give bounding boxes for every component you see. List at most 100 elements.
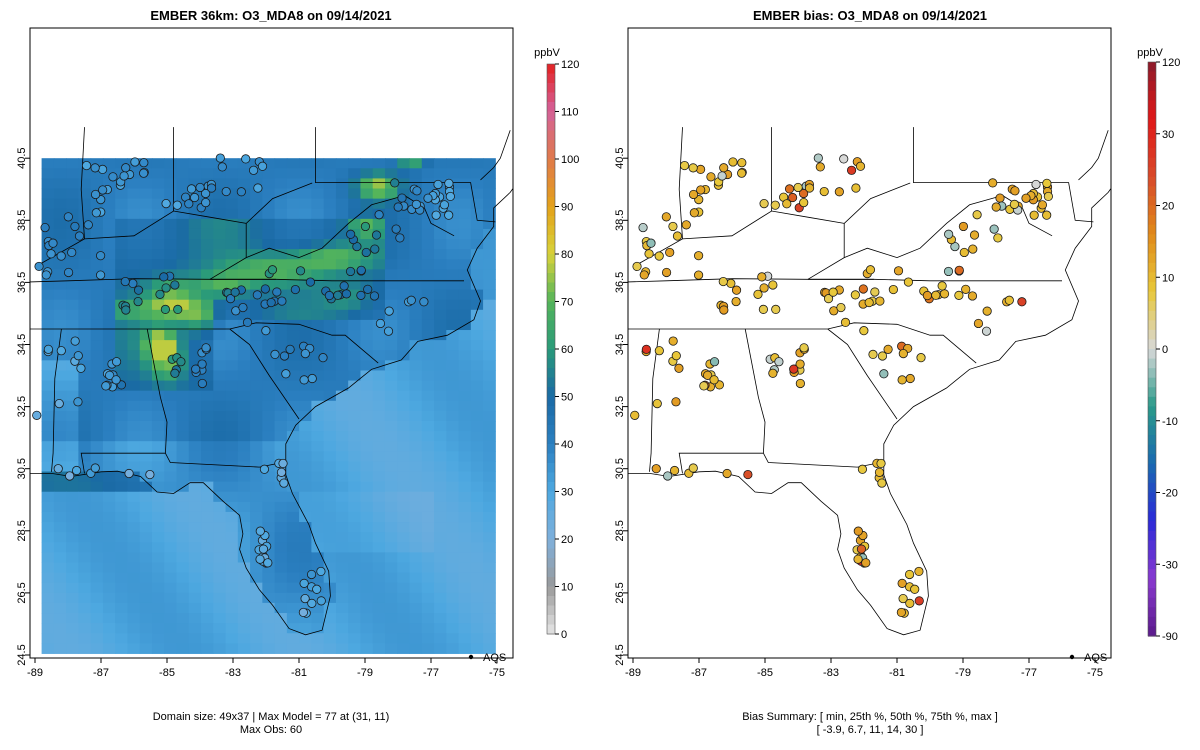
heatmap-cell: [188, 208, 202, 220]
bias-site-dot: [995, 193, 1005, 203]
obs-site-dot: [96, 251, 106, 261]
heatmap-cell: [348, 592, 361, 604]
heatmap-cell: [213, 309, 227, 321]
heatmap-cell: [360, 279, 374, 291]
heatmap-cell: [470, 239, 484, 250]
heatmap-cell: [421, 623, 435, 634]
obs-site-dot: [312, 584, 322, 594]
heatmap-cell: [323, 451, 337, 462]
heatmap-cell: [323, 269, 337, 280]
bias-site-dot: [898, 348, 908, 359]
heatmap-cell: [53, 319, 67, 331]
bias-site-dot: [674, 363, 684, 373]
heatmap-cell: [115, 370, 128, 382]
bias-site-dot: [851, 183, 861, 193]
heatmap-cell: [335, 491, 349, 503]
heatmap-cell: [188, 178, 202, 190]
heatmap-cell: [286, 410, 300, 422]
heatmap-cell: [348, 168, 361, 179]
bias-site-dot: [695, 164, 706, 175]
heatmap-cell: [323, 623, 337, 634]
heatmap-cell: [397, 269, 411, 280]
heatmap-cell: [299, 330, 312, 341]
heatmap-cell: [151, 441, 165, 452]
heatmap-cell: [360, 643, 374, 654]
left-colorbar-label: 40: [561, 439, 573, 451]
heatmap-cell: [323, 168, 337, 179]
heatmap-cell: [237, 582, 251, 594]
heatmap-cell: [164, 330, 177, 341]
heatmap-cell: [335, 370, 349, 382]
heatmap-cell: [458, 239, 472, 250]
heatmap-cell: [201, 390, 214, 402]
heatmap-cell: [286, 602, 300, 614]
heatmap-cell: [458, 431, 472, 442]
heatmap-cell: [176, 451, 190, 462]
heatmap-cell: [78, 309, 92, 321]
heatmap-cell: [458, 572, 472, 584]
heatmap-cell: [434, 461, 447, 473]
obs-site-dot: [290, 284, 300, 295]
right-aqs-legend: AQS: [1069, 652, 1107, 664]
heatmap-cell: [66, 178, 79, 190]
obs-site-dot: [406, 295, 416, 305]
heatmap-cell: [360, 178, 374, 190]
heatmap-cell: [164, 340, 177, 351]
heatmap-cell: [323, 643, 337, 654]
heatmap-cell: [188, 451, 202, 462]
heatmap-cell: [409, 228, 423, 240]
heatmap-cell: [397, 309, 411, 321]
heatmap-cell: [311, 330, 325, 341]
heatmap-cell: [397, 501, 411, 513]
heatmap-cell: [66, 501, 79, 513]
heatmap-cell: [286, 168, 300, 179]
heatmap-cell: [372, 522, 386, 533]
left-colorbar-step: [547, 301, 555, 312]
heatmap-cell: [311, 178, 325, 190]
heatmap-cell: [372, 410, 386, 422]
heatmap-cell: [90, 279, 104, 291]
bias-site-dot: [774, 357, 784, 367]
heatmap-cell: [286, 259, 300, 270]
bias-site-dot: [982, 306, 992, 316]
heatmap-cell: [66, 319, 79, 331]
obs-site-dot: [259, 464, 270, 474]
bias-site-dot: [939, 289, 950, 299]
heatmap-cell: [323, 309, 337, 321]
heatmap-cell: [397, 158, 411, 169]
heatmap-cell: [41, 572, 55, 584]
heatmap-cell: [115, 289, 128, 301]
bias-site-dot: [989, 224, 999, 234]
heatmap-cell: [335, 360, 349, 371]
heatmap-cell: [483, 178, 496, 190]
heatmap-cell: [483, 623, 496, 634]
heatmap-cell: [201, 370, 214, 382]
heatmap-cell: [78, 461, 92, 473]
left-ytick-label: 28.5: [16, 520, 28, 541]
heatmap-cell: [78, 340, 92, 351]
obs-site-dot: [277, 296, 287, 306]
heatmap-cell: [360, 602, 374, 614]
heatmap-cell: [458, 562, 472, 574]
heatmap-cell: [311, 350, 325, 361]
left-border-line: [146, 328, 168, 454]
heatmap-cell: [299, 633, 312, 644]
heatmap-cell: [311, 613, 325, 624]
heatmap-cell: [458, 623, 472, 634]
heatmap-cell: [311, 279, 325, 291]
heatmap-cell: [127, 532, 141, 543]
heatmap-cell: [78, 249, 92, 260]
obs-site-dot: [395, 233, 405, 243]
heatmap-cell: [102, 602, 116, 614]
heatmap-cell: [213, 592, 227, 604]
left-colorbar-step: [547, 339, 555, 350]
left-colorbar-step: [547, 434, 555, 445]
heatmap-cell: [434, 572, 447, 584]
heatmap-cell: [41, 299, 55, 311]
heatmap-cell: [102, 208, 116, 220]
heatmap-cell: [470, 228, 484, 240]
heatmap-cell: [41, 633, 55, 644]
bias-site-dot: [903, 277, 914, 287]
heatmap-cell: [151, 279, 165, 291]
left-ytick-label: 26.5: [16, 582, 28, 603]
